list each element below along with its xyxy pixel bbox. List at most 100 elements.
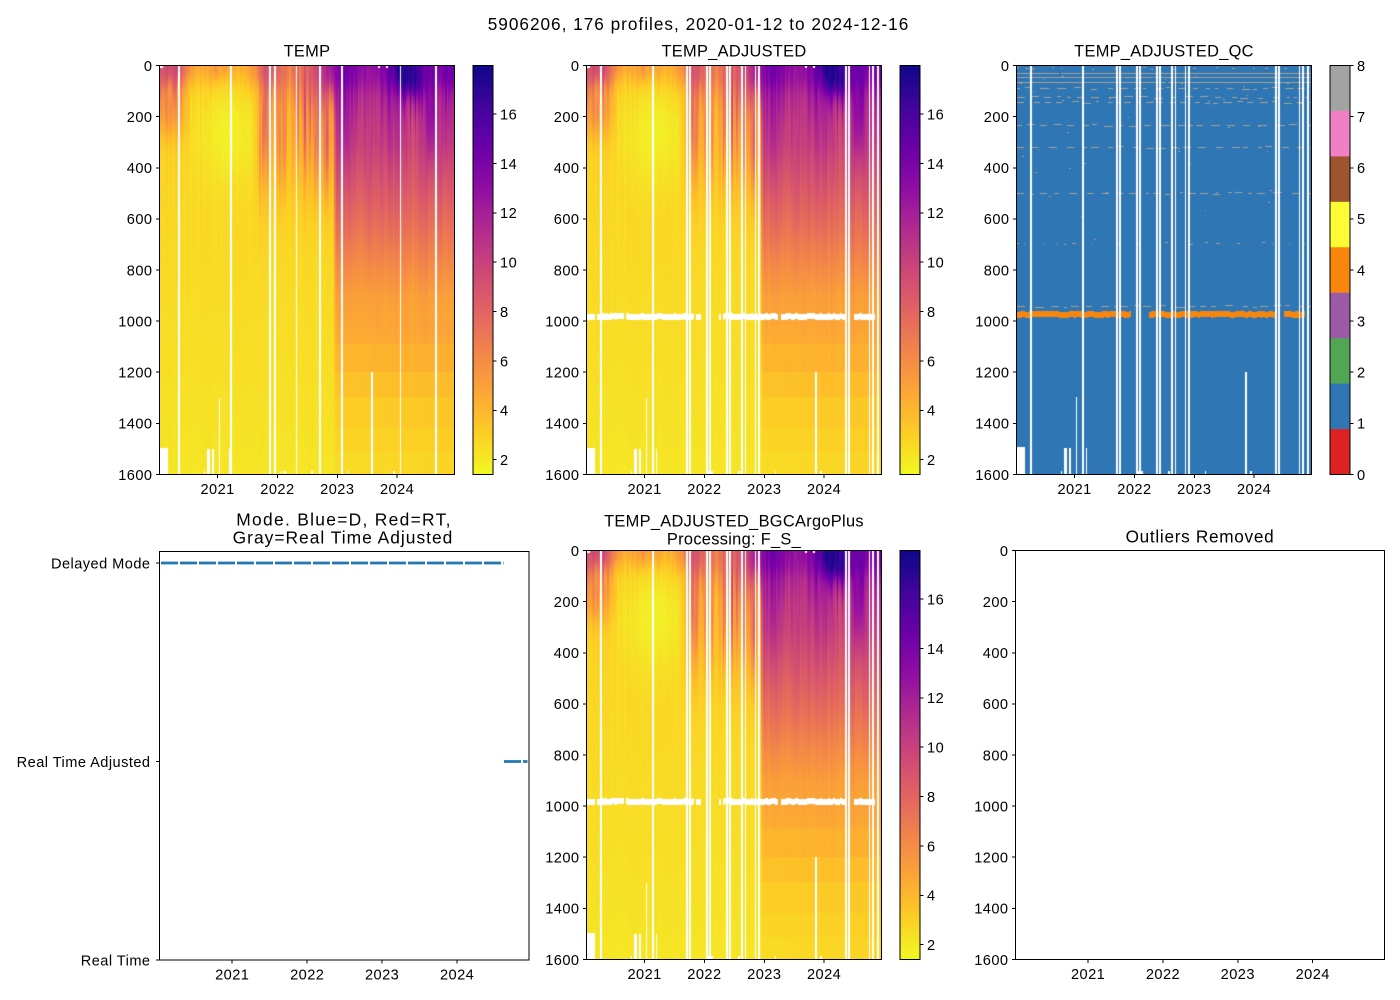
svg-text:4: 4 — [1357, 263, 1366, 279]
svg-text:1000: 1000 — [974, 799, 1008, 815]
svg-text:1600: 1600 — [545, 953, 579, 969]
svg-text:600: 600 — [983, 697, 1009, 713]
svg-text:4: 4 — [927, 404, 936, 420]
svg-text:1000: 1000 — [975, 314, 1009, 330]
svg-text:0: 0 — [571, 59, 580, 75]
svg-text:400: 400 — [554, 646, 580, 662]
svg-text:2024: 2024 — [1296, 967, 1330, 983]
svg-text:7: 7 — [1357, 110, 1366, 126]
svg-text:1200: 1200 — [118, 366, 152, 382]
svg-text:12: 12 — [927, 691, 944, 707]
svg-text:200: 200 — [984, 110, 1010, 126]
svg-text:2022: 2022 — [1146, 967, 1180, 983]
svg-text:0: 0 — [1357, 468, 1366, 484]
svg-text:1000: 1000 — [545, 799, 579, 815]
svg-text:2024: 2024 — [1237, 482, 1271, 498]
svg-text:12: 12 — [500, 206, 517, 222]
svg-text:2021: 2021 — [1057, 482, 1091, 498]
svg-text:400: 400 — [984, 161, 1010, 177]
svg-text:16: 16 — [927, 592, 944, 608]
svg-text:800: 800 — [984, 263, 1010, 279]
svg-text:0: 0 — [144, 59, 153, 75]
svg-text:6: 6 — [927, 354, 936, 370]
svg-text:TEMP_ADJUSTED_BGCArgoPlus: TEMP_ADJUSTED_BGCArgoPlus — [604, 513, 864, 531]
svg-text:1200: 1200 — [545, 366, 579, 382]
svg-text:5: 5 — [1357, 212, 1366, 228]
svg-text:600: 600 — [554, 212, 580, 228]
svg-text:6: 6 — [1357, 161, 1366, 177]
svg-text:2024: 2024 — [807, 967, 841, 983]
svg-text:400: 400 — [554, 161, 580, 177]
svg-text:8: 8 — [1357, 59, 1366, 75]
svg-text:1600: 1600 — [975, 468, 1009, 484]
svg-text:1600: 1600 — [545, 468, 579, 484]
svg-text:1000: 1000 — [545, 314, 579, 330]
svg-text:14: 14 — [927, 157, 944, 173]
svg-text:8: 8 — [927, 790, 936, 806]
svg-text:14: 14 — [927, 642, 944, 658]
svg-text:2023: 2023 — [1221, 967, 1255, 983]
svg-text:1600: 1600 — [974, 953, 1008, 969]
svg-text:1400: 1400 — [545, 417, 579, 433]
svg-text:400: 400 — [983, 646, 1009, 662]
svg-text:400: 400 — [127, 161, 153, 177]
svg-text:600: 600 — [554, 697, 580, 713]
svg-text:14: 14 — [500, 157, 517, 173]
svg-text:800: 800 — [127, 263, 153, 279]
svg-text:4: 4 — [927, 889, 936, 905]
svg-text:1400: 1400 — [975, 417, 1009, 433]
svg-text:2021: 2021 — [215, 968, 249, 984]
svg-text:0: 0 — [1000, 544, 1009, 560]
svg-text:2: 2 — [1357, 366, 1366, 382]
svg-text:1400: 1400 — [118, 417, 152, 433]
svg-text:16: 16 — [927, 107, 944, 123]
svg-text:8: 8 — [927, 305, 936, 321]
svg-text:10: 10 — [927, 741, 944, 757]
svg-text:200: 200 — [554, 595, 580, 611]
svg-text:1200: 1200 — [975, 366, 1009, 382]
svg-text:2: 2 — [500, 453, 509, 469]
svg-text:2023: 2023 — [320, 482, 354, 498]
svg-text:Delayed Mode: Delayed Mode — [51, 556, 151, 572]
svg-text:8: 8 — [500, 305, 509, 321]
svg-text:Real Time: Real Time — [81, 953, 151, 969]
svg-text:TEMP_ADJUSTED: TEMP_ADJUSTED — [661, 43, 806, 61]
svg-text:200: 200 — [127, 110, 153, 126]
svg-text:Processing: F_S_: Processing: F_S_ — [667, 531, 802, 549]
svg-text:1000: 1000 — [118, 314, 152, 330]
svg-text:Mode. Blue=D, Red=RT,: Mode. Blue=D, Red=RT, — [236, 510, 451, 530]
svg-text:2024: 2024 — [807, 482, 841, 498]
svg-text:2023: 2023 — [747, 482, 781, 498]
svg-text:0: 0 — [1001, 59, 1010, 75]
svg-text:2023: 2023 — [365, 968, 399, 984]
svg-text:0: 0 — [571, 544, 580, 560]
svg-text:Outliers Removed: Outliers Removed — [1126, 527, 1275, 547]
svg-text:2021: 2021 — [1071, 967, 1105, 983]
svg-text:4: 4 — [500, 404, 509, 420]
svg-text:2: 2 — [927, 453, 936, 469]
svg-text:6: 6 — [927, 839, 936, 855]
svg-text:2022: 2022 — [260, 482, 294, 498]
svg-text:12: 12 — [927, 206, 944, 222]
svg-text:1400: 1400 — [545, 902, 579, 918]
svg-text:6: 6 — [500, 354, 509, 370]
svg-text:1200: 1200 — [545, 851, 579, 867]
svg-text:2: 2 — [927, 938, 936, 954]
svg-text:3: 3 — [1357, 314, 1366, 330]
svg-text:2022: 2022 — [1117, 482, 1151, 498]
svg-text:800: 800 — [554, 263, 580, 279]
svg-text:2022: 2022 — [687, 967, 721, 983]
svg-text:TEMP_ADJUSTED_QC: TEMP_ADJUSTED_QC — [1074, 43, 1254, 61]
svg-text:2021: 2021 — [627, 967, 661, 983]
svg-text:200: 200 — [983, 595, 1009, 611]
svg-text:5906206, 176 profiles, 2020-01: 5906206, 176 profiles, 2020-01-12 to 202… — [488, 14, 910, 34]
svg-text:1: 1 — [1357, 417, 1366, 433]
svg-text:600: 600 — [984, 212, 1010, 228]
svg-text:200: 200 — [554, 110, 580, 126]
svg-text:TEMP: TEMP — [284, 43, 331, 61]
svg-text:1200: 1200 — [974, 851, 1008, 867]
svg-text:1400: 1400 — [974, 902, 1008, 918]
svg-text:Gray=Real Time Adjusted: Gray=Real Time Adjusted — [233, 528, 454, 548]
svg-text:10: 10 — [500, 256, 517, 272]
svg-text:800: 800 — [554, 748, 580, 764]
